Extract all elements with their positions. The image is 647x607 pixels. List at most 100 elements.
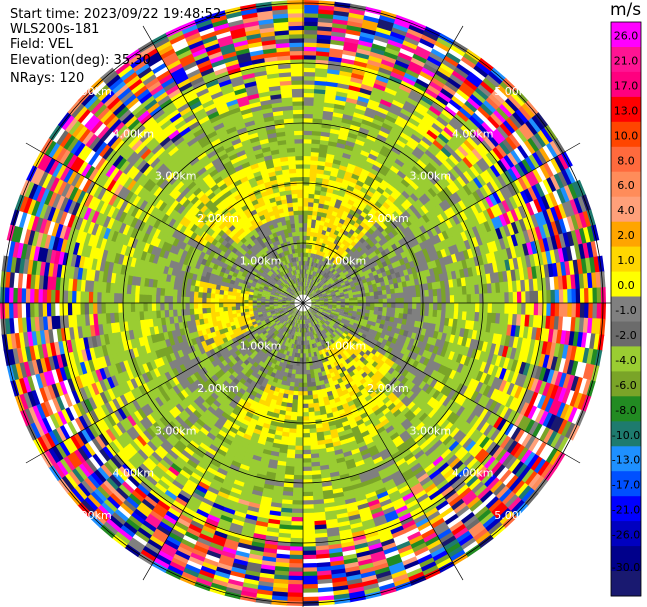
- ppi-cell: [348, 180, 357, 189]
- ppi-cell: [393, 95, 407, 106]
- ppi-cell: [399, 308, 405, 314]
- ppi-cell: [461, 311, 468, 321]
- ppi-cell: [314, 295, 319, 298]
- ppi-cell: [388, 34, 406, 45]
- ppi-cell: [315, 177, 324, 183]
- ppi-cell: [449, 303, 455, 312]
- ppi-cell: [484, 195, 495, 209]
- ppi-cell: [459, 241, 468, 252]
- ppi-cell: [351, 150, 361, 159]
- ppi-cell: [333, 287, 339, 292]
- ppi-cell: [452, 214, 461, 226]
- ppi-cell: [393, 248, 401, 256]
- ppi-cell: [395, 91, 409, 102]
- ppi-cell: [366, 280, 373, 286]
- ppi-cell: [311, 303, 317, 306]
- ppi-cell: [308, 293, 313, 298]
- ppi-cell: [479, 222, 489, 235]
- ppi-cell: [517, 349, 526, 363]
- ppi-cell: [402, 39, 419, 51]
- ppi-cell: [378, 102, 392, 112]
- ppi-cell: [382, 307, 388, 313]
- ppi-cell: [410, 56, 427, 68]
- ppi-cell: [507, 94, 523, 110]
- ppi-cell: [463, 121, 477, 135]
- ppi-cell: [419, 70, 435, 82]
- ppi-cell: [322, 292, 328, 296]
- ppi-cell: [380, 281, 386, 287]
- ppi-cell: [369, 310, 375, 315]
- ppi-cell: [525, 291, 531, 304]
- ppi-cell: [506, 223, 516, 237]
- ppi-cell: [524, 314, 531, 328]
- ppi-cell: [314, 295, 320, 299]
- ppi-cell: [316, 215, 322, 221]
- ppi-cell: [495, 282, 501, 294]
- ppi-cell: [362, 75, 377, 84]
- ppi-cell: [403, 297, 409, 304]
- ppi-cell: [401, 281, 408, 288]
- ppi-cell: [498, 141, 512, 156]
- ppi-cell: [511, 280, 518, 293]
- ppi-cell: [432, 155, 444, 167]
- ppi-cell: [404, 249, 412, 258]
- ppi-cell: [468, 276, 475, 287]
- ppi-cell: [521, 350, 530, 364]
- ppi-cell: [485, 152, 498, 166]
- ppi-cell: [455, 242, 464, 253]
- ppi-cell: [410, 285, 417, 292]
- ppi-cell: [428, 208, 438, 219]
- ppi-cell: [396, 55, 412, 66]
- ppi-cell: [338, 74, 353, 82]
- ppi-cell: [401, 201, 410, 211]
- ppi-cell: [563, 289, 569, 305]
- ppi-cell: [314, 287, 320, 292]
- ppi-cell: [517, 144, 530, 160]
- ppi-cell: [316, 277, 321, 283]
- ppi-cell: [302, 391, 308, 396]
- ppi-cell: [529, 351, 538, 366]
- ppi-cell: [321, 276, 326, 282]
- ppi-cell: [349, 3, 368, 12]
- ppi-cell: [356, 293, 363, 298]
- ppi-cell: [554, 303, 560, 318]
- ppi-cell: [311, 138, 321, 145]
- ppi-cell: [369, 306, 375, 311]
- ppi-cell: [475, 224, 485, 236]
- ppi-cell: [449, 194, 459, 206]
- ppi-cell: [386, 293, 392, 299]
- ppi-cell: [374, 278, 381, 284]
- ppi-cell: [501, 345, 509, 359]
- ppi-cell: [308, 273, 311, 279]
- ppi-cell: [361, 79, 376, 88]
- ppi-cell: [483, 303, 489, 314]
- ppi-cell: [317, 160, 326, 167]
- ppi-cell: [360, 83, 375, 92]
- ppi-cell: [365, 306, 371, 311]
- ppi-cell: [436, 115, 450, 128]
- ppi-cell: [484, 118, 498, 133]
- ppi-cell: [518, 105, 533, 122]
- ppi-cell: [481, 341, 489, 353]
- ppi-cell: [522, 230, 531, 245]
- ppi-cell: [422, 222, 432, 233]
- ppi-cell: [318, 279, 324, 285]
- ppi-cell: [333, 278, 339, 283]
- ppi-cell: [434, 40, 452, 53]
- ppi-cell: [412, 177, 423, 188]
- ppi-cell: [303, 168, 311, 173]
- ppi-cell: [400, 178, 411, 188]
- ppi-cell: [423, 202, 433, 213]
- ppi-cell: [432, 288, 438, 297]
- ppi-cell: [507, 281, 514, 294]
- ppi-cell: [303, 172, 311, 178]
- ppi-cell: [482, 209, 492, 222]
- ppi-cell: [389, 149, 400, 159]
- ppi-cell: [345, 282, 351, 287]
- ppi-cell: [378, 303, 384, 308]
- ppi-cell: [415, 186, 426, 197]
- ppi-cell: [508, 303, 514, 315]
- ppi-cell: [303, 79, 316, 85]
- ppi-cell: [323, 305, 329, 308]
- ppi-cell: [416, 142, 429, 154]
